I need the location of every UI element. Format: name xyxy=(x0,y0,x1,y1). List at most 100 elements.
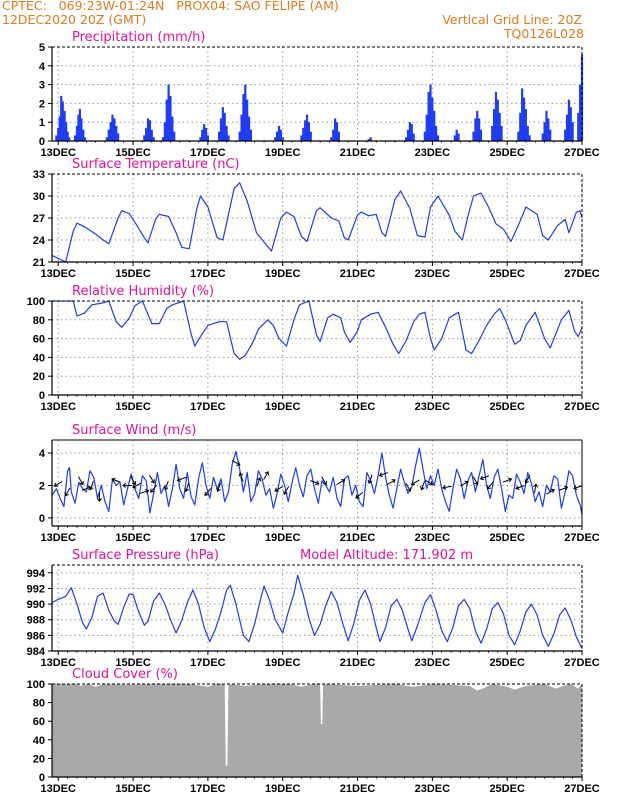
y-tick-label: 80 xyxy=(33,698,45,710)
y-tick-label: 60 xyxy=(33,716,45,728)
x-tick-label: 25DEC xyxy=(489,657,525,669)
precip-bar xyxy=(423,131,426,141)
precip-bar xyxy=(221,107,224,141)
precip-bar xyxy=(240,114,243,141)
y-tick-label: 40 xyxy=(33,735,45,747)
x-tick-label: 15DEC xyxy=(115,532,151,544)
y-tick-label: 1 xyxy=(39,117,45,129)
wind-arrow xyxy=(88,481,94,491)
x-tick-label: 19DEC xyxy=(265,268,301,280)
precip-bar xyxy=(408,122,412,141)
wind-arrow xyxy=(64,487,71,497)
y-tick-label: 994 xyxy=(27,568,46,580)
wind-arrow xyxy=(502,477,513,483)
precip-bar xyxy=(65,122,68,141)
header-model: TQ0126L028 xyxy=(503,26,584,41)
precip-bar xyxy=(276,131,279,141)
precip-bar xyxy=(307,122,311,141)
wind-arrow xyxy=(558,485,569,491)
precip-bar xyxy=(433,110,436,141)
x-tick-label: 15DEC xyxy=(115,147,151,159)
wind-arrow xyxy=(420,481,426,491)
x-tick-label: 17DEC xyxy=(190,783,226,795)
y-tick-label: 60 xyxy=(33,334,45,346)
x-tick-label: 15DEC xyxy=(115,401,151,413)
precip-bar xyxy=(55,135,58,141)
precip-bar xyxy=(105,137,108,141)
x-tick-label: 21DEC xyxy=(340,783,376,795)
x-tick-label: 19DEC xyxy=(265,532,301,544)
precip-bar xyxy=(500,125,503,141)
series-line xyxy=(51,574,583,649)
precip-bar xyxy=(300,135,303,141)
precip-bar xyxy=(410,124,413,141)
y-tick-label: 27 xyxy=(33,213,45,225)
wind-arrow xyxy=(149,474,155,484)
x-tick-label: 13DEC xyxy=(41,657,77,669)
precip-bar xyxy=(66,131,69,141)
panel-2: Surface Temperature (nC) 21 24 27 30 33 13DEC 1… xyxy=(33,157,600,280)
wind-arrow xyxy=(405,482,412,492)
header-date: 12DEC2020 20Z (GMT) xyxy=(2,12,147,27)
y-tick-label: 3 xyxy=(39,80,45,92)
precip-bar xyxy=(78,109,82,141)
precip-bar xyxy=(337,131,340,141)
x-tick-label: 23DEC xyxy=(415,268,451,280)
wind-arrow xyxy=(204,488,212,497)
panel-6: Cloud Cover (%) 0 20 40 60 80 100 13DEC 15DEC 17D… xyxy=(27,667,600,795)
wind-arrow xyxy=(256,477,262,487)
precip-bar xyxy=(58,116,61,141)
precip-bar xyxy=(203,124,206,141)
x-tick-label: 27DEC xyxy=(564,657,600,669)
x-tick-label: 17DEC xyxy=(190,532,226,544)
precip-bar xyxy=(569,107,572,141)
precip-bar xyxy=(332,129,335,141)
precip-bar xyxy=(496,99,499,141)
precip-bar xyxy=(521,88,524,141)
precip-bar xyxy=(67,137,71,141)
precip-bar xyxy=(111,114,114,141)
x-tick-label: 21DEC xyxy=(340,268,376,280)
precip-bar xyxy=(434,125,438,141)
precip-bar xyxy=(145,127,148,141)
precip-bar xyxy=(227,135,230,141)
precip-bar xyxy=(247,116,251,141)
wind-arrow xyxy=(163,481,169,491)
x-tick-label: 21DEC xyxy=(340,657,376,669)
wind-arrow xyxy=(336,479,346,485)
x-tick-label: 13DEC xyxy=(41,783,77,795)
wind-arrow xyxy=(238,472,244,482)
y-tick-label: 30 xyxy=(33,191,45,203)
wind-arrow xyxy=(321,476,327,486)
wind-arrow xyxy=(263,471,269,480)
precip-bar xyxy=(478,118,481,141)
precip-bar xyxy=(429,84,432,141)
y-tick-label: 21 xyxy=(33,257,45,269)
y-tick-label: 20 xyxy=(33,371,45,383)
wind-arrow xyxy=(355,491,364,499)
wind-arrow xyxy=(176,476,187,482)
precip-bar xyxy=(150,129,153,141)
wind-arrow xyxy=(216,482,222,493)
wind-arrow xyxy=(424,479,434,486)
wind-arrow xyxy=(231,460,241,466)
header: CPTEC: 069:23W-01:24N PROX04: SAO FELIPE… xyxy=(0,0,618,44)
precip-bar xyxy=(302,127,305,141)
precip-bar xyxy=(206,135,209,141)
wind-arrow xyxy=(150,484,157,493)
precip-bar xyxy=(564,129,567,141)
x-tick-label: 19DEC xyxy=(265,401,301,413)
precip-bar xyxy=(201,129,204,141)
y-tick-label: 80 xyxy=(33,315,45,327)
precip-bar xyxy=(367,139,370,141)
x-tick-label: 27DEC xyxy=(564,268,600,280)
precip-bar xyxy=(238,131,241,141)
precip-bar xyxy=(549,129,552,141)
x-tick-label: 15DEC xyxy=(115,783,151,795)
x-tick-label: 21DEC xyxy=(340,147,376,159)
precip-bar xyxy=(479,129,483,141)
x-tick-label: 21DEC xyxy=(340,532,376,544)
precip-bar xyxy=(61,101,64,141)
x-tick-label: 27DEC xyxy=(564,532,600,544)
precip-bar xyxy=(146,118,150,141)
